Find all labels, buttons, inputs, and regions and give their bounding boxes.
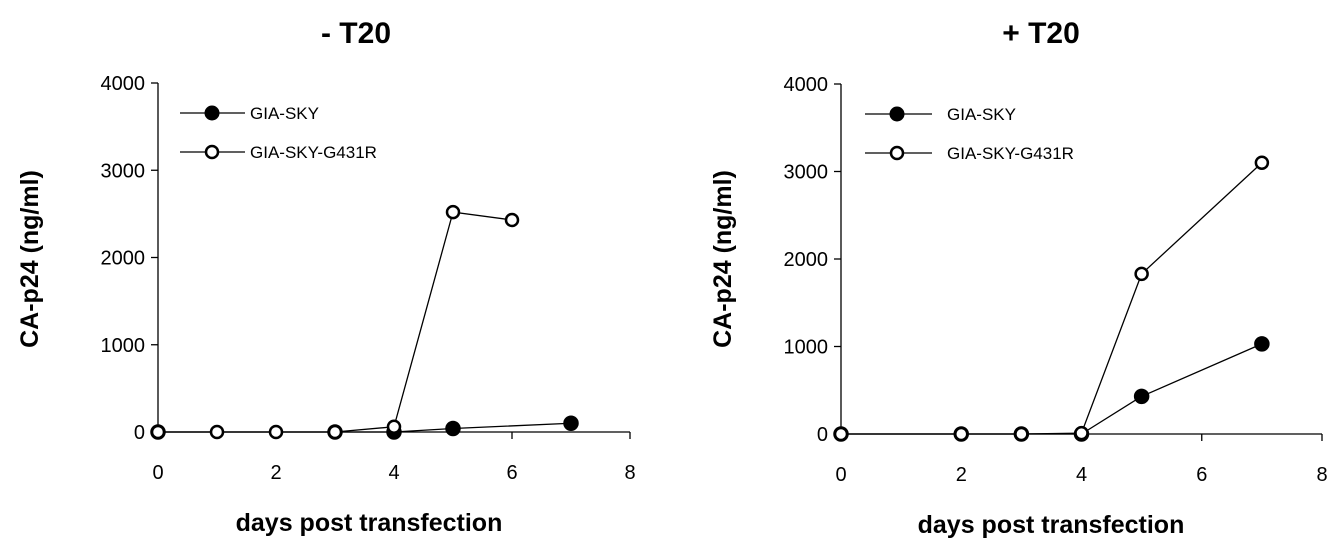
data-point-open bbox=[504, 212, 520, 228]
data-point-open bbox=[445, 204, 461, 220]
data-point-filled bbox=[563, 415, 579, 432]
legend-item-gia-sky: GIA-SKY bbox=[180, 104, 319, 123]
y-tick-label: 1000 bbox=[101, 335, 146, 357]
x-tick-label: 8 bbox=[1316, 464, 1327, 486]
plot-area: 0 1000 2000 3000 4000 0 2 4 6 8 bbox=[784, 74, 1328, 486]
y-tick-label: 1000 bbox=[784, 337, 829, 359]
chart-title: + T20 bbox=[1002, 17, 1080, 50]
y-axis-label: CA-p24 (ng/ml) bbox=[709, 170, 737, 348]
y-tick-label: 4000 bbox=[101, 73, 146, 95]
legend-marker-open bbox=[204, 144, 220, 160]
data-point-open bbox=[327, 424, 343, 440]
data-point-open bbox=[1014, 426, 1029, 442]
x-tick-label: 0 bbox=[152, 462, 163, 484]
series-line-gia-sky bbox=[841, 343, 1263, 435]
data-point-open bbox=[1074, 425, 1089, 441]
plot-area: 0 1000 2000 3000 4000 0 2 4 6 8 bbox=[101, 73, 636, 484]
legend-marker-open bbox=[889, 145, 905, 161]
data-point-filled bbox=[1133, 388, 1150, 405]
legend-item-gia-sky: GIA-SKY bbox=[865, 105, 1016, 124]
data-point-open bbox=[268, 424, 284, 440]
x-tick-label: 2 bbox=[270, 462, 281, 484]
y-tick-label: 0 bbox=[817, 424, 828, 446]
legend-marker-filled bbox=[204, 105, 220, 121]
x-tick-label: 6 bbox=[506, 462, 517, 484]
y-tick-label: 2000 bbox=[784, 249, 829, 271]
y-axis-label: CA-p24 (ng/ml) bbox=[16, 170, 44, 348]
legend-label: GIA-SKY bbox=[947, 105, 1016, 124]
data-point-open bbox=[1254, 155, 1270, 170]
chart-panel-minus-t20: - T20 CA-p24 (ng/ml) days post transfect… bbox=[16, 17, 636, 537]
y-tick-label: 2000 bbox=[101, 248, 146, 270]
data-point-open bbox=[150, 424, 166, 440]
data-point-open bbox=[209, 424, 225, 440]
y-tick-label: 0 bbox=[134, 422, 145, 444]
y-tick-label: 3000 bbox=[101, 160, 146, 182]
legend-label: GIA-SKY-G431R bbox=[947, 144, 1074, 163]
y-tick-label: 4000 bbox=[784, 74, 829, 96]
chart-panel-plus-t20: + T20 CA-p24 (ng/ml) days post transfect… bbox=[709, 17, 1328, 539]
data-point-open bbox=[954, 426, 969, 442]
y-tick-label: 3000 bbox=[784, 162, 829, 184]
data-point-open bbox=[833, 426, 849, 442]
data-point-filled bbox=[445, 420, 461, 437]
legend: GIA-SKY GIA-SKY-G431R bbox=[865, 105, 1074, 163]
legend: GIA-SKY GIA-SKY-G431R bbox=[180, 104, 377, 162]
series-line-gia-sky-g431r bbox=[841, 162, 1263, 435]
x-axis-label: days post transfection bbox=[236, 509, 503, 537]
x-tick-label: 0 bbox=[835, 464, 846, 486]
legend-marker-filled bbox=[889, 106, 905, 122]
series-line-gia-sky-g431r bbox=[158, 211, 513, 433]
legend-label: GIA-SKY-G431R bbox=[250, 143, 377, 162]
x-tick-label: 4 bbox=[388, 462, 399, 484]
x-tick-label: 4 bbox=[1076, 464, 1087, 486]
chart-title: - T20 bbox=[321, 17, 391, 50]
data-point-open bbox=[1134, 266, 1149, 282]
x-tick-label: 6 bbox=[1196, 464, 1207, 486]
legend-item-gia-sky-g431r: GIA-SKY-G431R bbox=[865, 144, 1074, 163]
data-point-open bbox=[386, 419, 402, 435]
x-axis-label: days post transfection bbox=[918, 511, 1185, 539]
x-tick-label: 2 bbox=[956, 464, 967, 486]
x-tick-label: 8 bbox=[624, 462, 635, 484]
data-point-filled bbox=[1254, 336, 1270, 352]
legend-item-gia-sky-g431r: GIA-SKY-G431R bbox=[180, 143, 377, 162]
legend-label: GIA-SKY bbox=[250, 104, 319, 123]
